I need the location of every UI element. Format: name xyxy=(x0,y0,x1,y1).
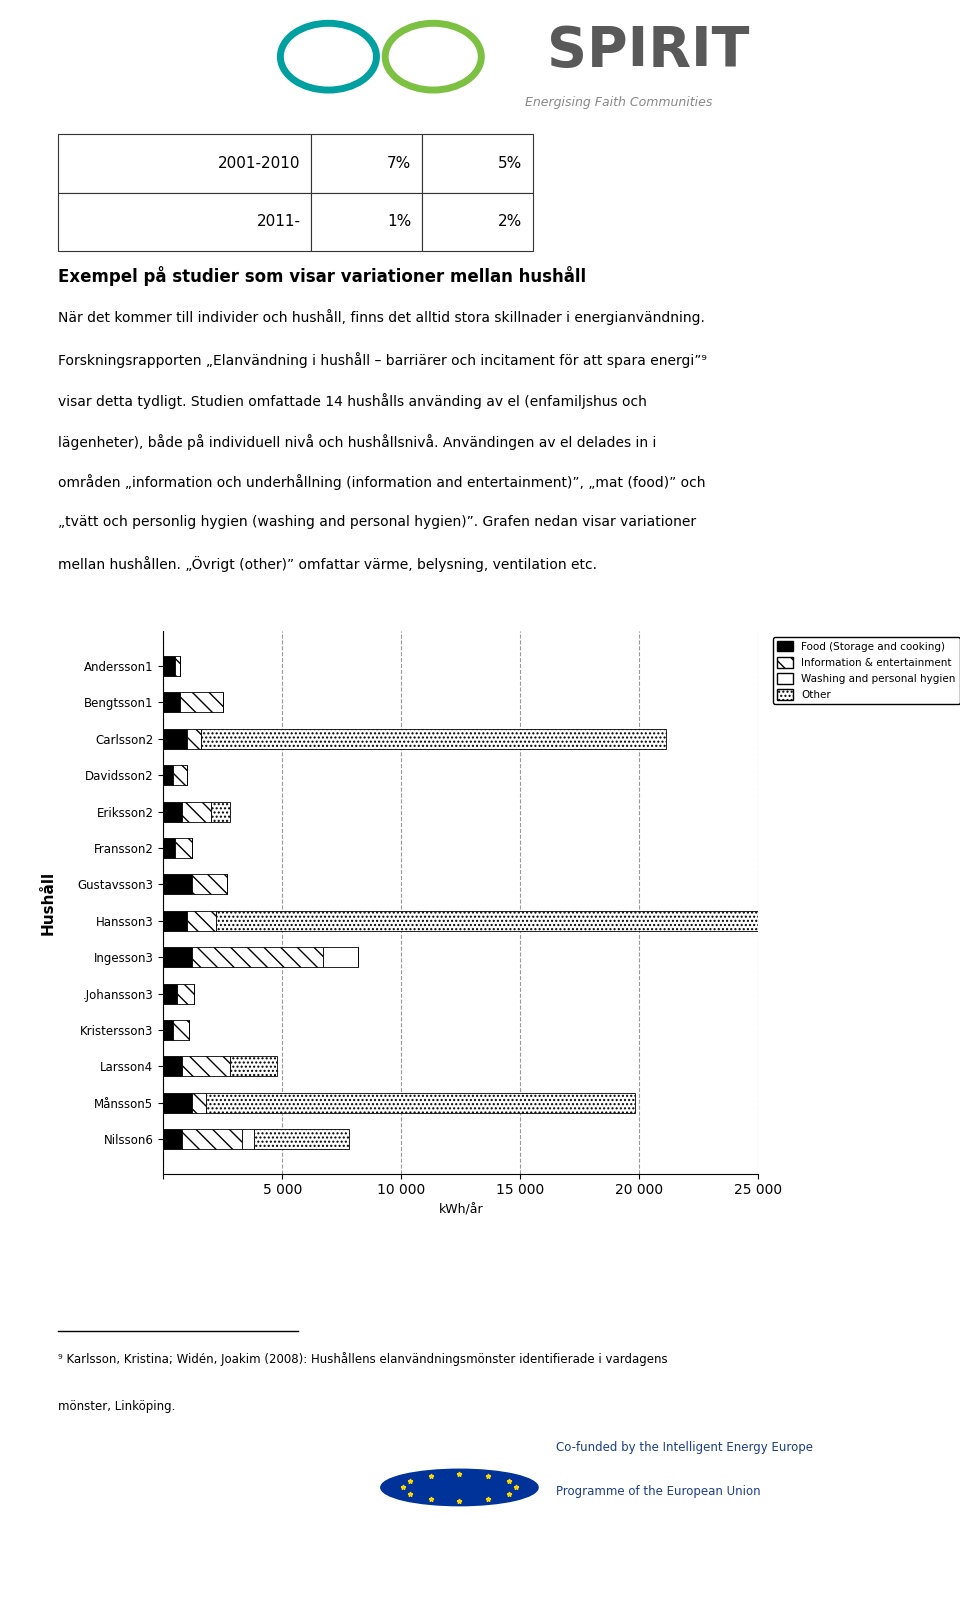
Text: När det kommer till individer och hushåll, finns det alltid stora skillnader i e: När det kommer till individer och hushål… xyxy=(58,309,705,325)
Bar xyxy=(253,1128,348,1149)
Bar xyxy=(182,1056,229,1077)
Bar xyxy=(311,134,422,193)
Text: 7%: 7% xyxy=(387,155,411,172)
Text: SPIRIT: SPIRIT xyxy=(547,24,749,78)
Bar xyxy=(192,947,323,967)
Text: Forskningsrapporten „Elanvändning i hushåll – barriärer och incitament för att s: Forskningsrapporten „Elanvändning i hush… xyxy=(58,351,707,368)
X-axis label: kWh/år: kWh/år xyxy=(439,1203,483,1216)
Text: 5%: 5% xyxy=(498,155,522,172)
Bar xyxy=(173,1020,189,1039)
Text: ⁹ Karlsson, Kristina; Widén, Joakim (2008): Hushållens elanvändningsmönster iden: ⁹ Karlsson, Kristina; Widén, Joakim (200… xyxy=(58,1352,667,1366)
Bar xyxy=(58,134,311,193)
Bar xyxy=(163,1056,182,1077)
Bar xyxy=(163,874,192,894)
Bar xyxy=(182,1128,242,1149)
Bar xyxy=(58,193,311,251)
Bar xyxy=(163,656,175,677)
Bar xyxy=(163,839,175,858)
Bar xyxy=(163,984,178,1004)
Bar xyxy=(206,1093,635,1112)
Text: områden „information och underhållning (information and entertainment)”, „mat (f: områden „information och underhållning (… xyxy=(58,474,705,491)
Bar xyxy=(163,801,182,821)
Bar xyxy=(180,693,223,712)
Bar xyxy=(182,801,211,821)
Bar xyxy=(163,1128,182,1149)
Text: mönster, Linköping.: mönster, Linköping. xyxy=(58,1400,175,1413)
Text: 2%: 2% xyxy=(498,214,522,230)
Bar xyxy=(163,1020,173,1039)
Bar xyxy=(175,656,180,677)
Text: „tvätt och personlig hygien (washing and personal hygien)”. Grafen nedan visar v: „tvätt och personlig hygien (washing and… xyxy=(58,515,696,529)
Bar xyxy=(422,134,533,193)
Bar xyxy=(422,193,533,251)
Text: 1%: 1% xyxy=(387,214,411,230)
Bar xyxy=(202,729,665,750)
Bar xyxy=(192,874,228,894)
Bar xyxy=(178,984,194,1004)
Bar xyxy=(187,729,202,750)
Text: lägenheter), både på individuell nivå och hushållsnivå. Användingen av el delade: lägenheter), både på individuell nivå oc… xyxy=(58,434,656,450)
Text: Energising Faith Communities: Energising Faith Communities xyxy=(525,96,712,110)
Bar xyxy=(211,801,229,821)
Bar xyxy=(163,1093,192,1112)
Text: Hushåll: Hushåll xyxy=(40,871,56,934)
Bar xyxy=(163,766,173,785)
Bar xyxy=(311,193,422,251)
Text: mellan hushållen. „Övrigt (other)” omfattar värme, belysning, ventilation etc.: mellan hushållen. „Övrigt (other)” omfat… xyxy=(58,557,596,573)
Text: Exempel på studier som visar variationer mellan hushåll: Exempel på studier som visar variationer… xyxy=(58,266,586,287)
Text: Co-funded by the Intelligent Energy Europe: Co-funded by the Intelligent Energy Euro… xyxy=(556,1441,812,1454)
Bar xyxy=(187,911,216,931)
Text: 2011-: 2011- xyxy=(256,214,300,230)
Bar xyxy=(216,911,763,931)
Bar xyxy=(163,729,187,750)
Circle shape xyxy=(381,1470,538,1506)
Bar xyxy=(323,947,358,967)
Bar xyxy=(173,766,187,785)
Text: Programme of the European Union: Programme of the European Union xyxy=(556,1486,760,1499)
Text: 2001-2010: 2001-2010 xyxy=(218,155,300,172)
Bar xyxy=(242,1128,253,1149)
Legend: Food (Storage and cooking), Information & entertainment, Washing and personal hy: Food (Storage and cooking), Information … xyxy=(773,636,960,704)
Bar xyxy=(163,911,187,931)
Bar xyxy=(163,947,192,967)
Bar xyxy=(175,839,192,858)
Bar xyxy=(229,1056,277,1077)
Text: visar detta tydligt. Studien omfattade 14 hushålls använding av el (enfamiljshus: visar detta tydligt. Studien omfattade 1… xyxy=(58,393,646,408)
Bar xyxy=(192,1093,206,1112)
Bar xyxy=(163,693,180,712)
